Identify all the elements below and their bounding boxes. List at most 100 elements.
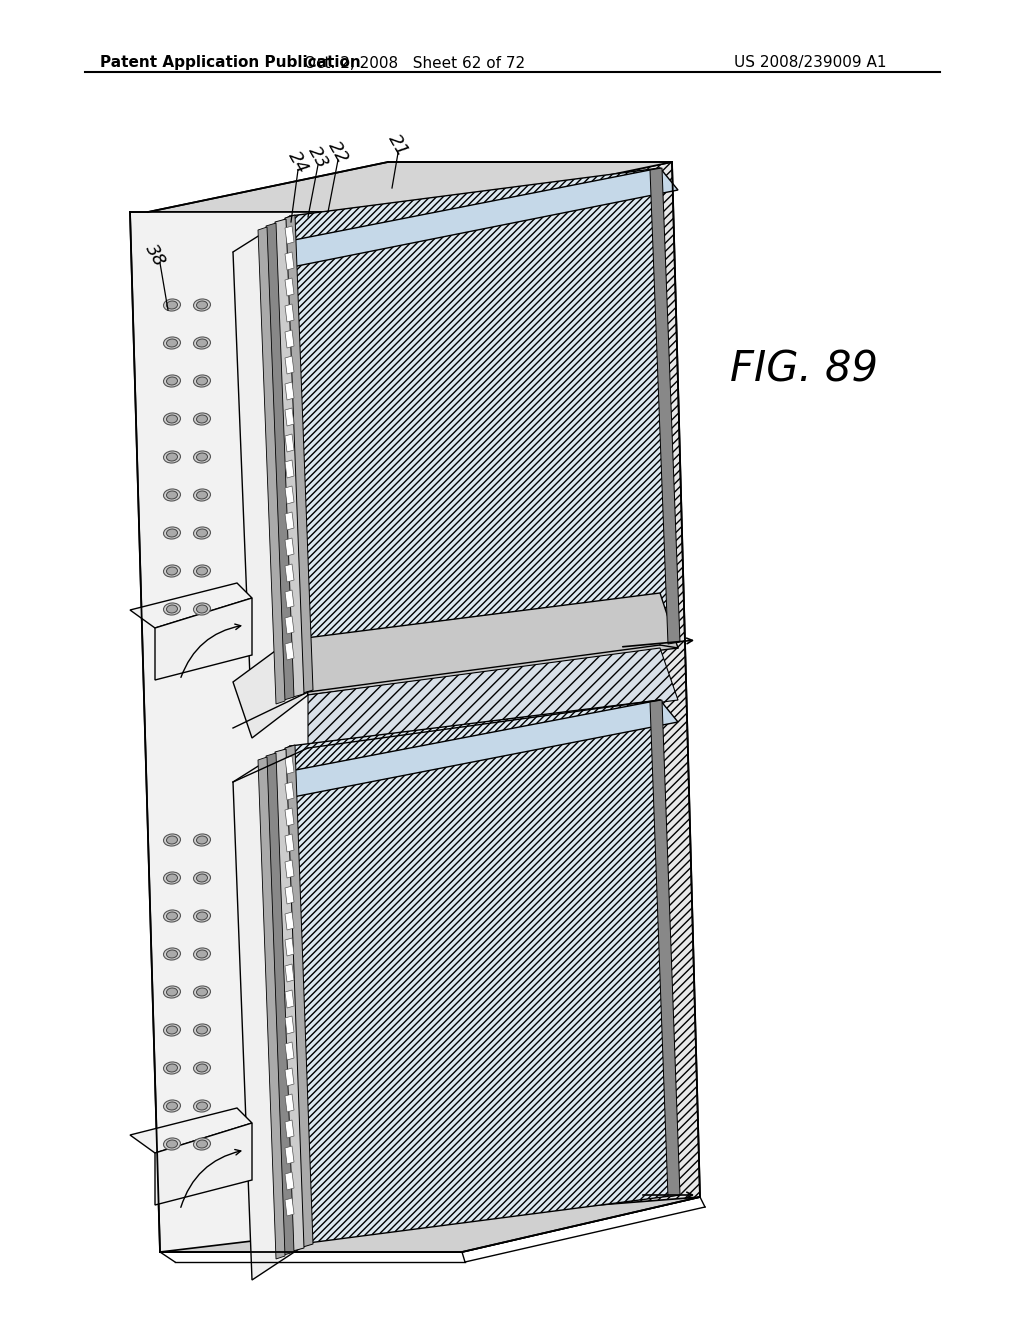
Ellipse shape — [167, 301, 177, 309]
Polygon shape — [285, 304, 294, 322]
Ellipse shape — [194, 527, 211, 539]
Ellipse shape — [167, 529, 177, 537]
Ellipse shape — [197, 605, 208, 612]
Ellipse shape — [194, 375, 211, 387]
Polygon shape — [308, 648, 678, 748]
Polygon shape — [285, 226, 294, 244]
Ellipse shape — [167, 491, 177, 499]
Ellipse shape — [167, 568, 177, 576]
Polygon shape — [285, 1094, 294, 1111]
Ellipse shape — [194, 337, 211, 348]
Ellipse shape — [194, 1024, 211, 1036]
Polygon shape — [155, 598, 252, 680]
Polygon shape — [233, 700, 678, 805]
Polygon shape — [285, 215, 313, 693]
Ellipse shape — [194, 298, 211, 312]
Text: 22: 22 — [325, 137, 351, 166]
Ellipse shape — [164, 488, 180, 502]
Ellipse shape — [164, 1100, 180, 1111]
Polygon shape — [266, 223, 294, 700]
Ellipse shape — [167, 874, 177, 882]
Ellipse shape — [197, 301, 208, 309]
Ellipse shape — [194, 1100, 211, 1111]
Polygon shape — [285, 1146, 294, 1164]
Polygon shape — [285, 1119, 294, 1138]
Ellipse shape — [167, 1102, 177, 1110]
Polygon shape — [285, 408, 294, 426]
Polygon shape — [285, 512, 294, 531]
Polygon shape — [285, 744, 313, 1247]
Polygon shape — [266, 752, 294, 1255]
Polygon shape — [285, 381, 294, 400]
Ellipse shape — [167, 836, 177, 843]
Polygon shape — [432, 162, 700, 1251]
Ellipse shape — [194, 948, 211, 960]
Polygon shape — [285, 1172, 294, 1191]
Ellipse shape — [194, 1063, 211, 1074]
Polygon shape — [233, 640, 308, 738]
Ellipse shape — [197, 529, 208, 537]
Ellipse shape — [164, 948, 180, 960]
Ellipse shape — [194, 834, 211, 846]
Ellipse shape — [164, 603, 180, 615]
Text: FIG. 89: FIG. 89 — [730, 348, 878, 391]
Ellipse shape — [164, 337, 180, 348]
Ellipse shape — [197, 491, 208, 499]
Ellipse shape — [194, 488, 211, 502]
Ellipse shape — [197, 1064, 208, 1072]
Ellipse shape — [167, 912, 177, 920]
Polygon shape — [650, 700, 680, 1197]
Polygon shape — [130, 1107, 252, 1152]
Text: 38: 38 — [141, 240, 169, 269]
Polygon shape — [285, 834, 294, 851]
Ellipse shape — [164, 565, 180, 577]
Polygon shape — [233, 216, 308, 729]
Polygon shape — [285, 564, 294, 582]
Ellipse shape — [197, 950, 208, 958]
Polygon shape — [148, 162, 672, 213]
Ellipse shape — [164, 986, 180, 998]
Ellipse shape — [197, 339, 208, 347]
Ellipse shape — [167, 453, 177, 461]
Ellipse shape — [164, 413, 180, 425]
Polygon shape — [285, 1199, 294, 1216]
Polygon shape — [285, 808, 294, 826]
Ellipse shape — [197, 1102, 208, 1110]
Polygon shape — [290, 168, 678, 690]
Polygon shape — [285, 990, 294, 1008]
Ellipse shape — [164, 909, 180, 923]
Ellipse shape — [194, 986, 211, 998]
Polygon shape — [285, 939, 294, 956]
Polygon shape — [285, 886, 294, 904]
Polygon shape — [233, 168, 678, 275]
Ellipse shape — [167, 339, 177, 347]
Ellipse shape — [167, 605, 177, 612]
Polygon shape — [290, 700, 678, 1243]
Polygon shape — [285, 252, 294, 271]
Ellipse shape — [197, 414, 208, 422]
Ellipse shape — [167, 378, 177, 385]
Ellipse shape — [164, 298, 180, 312]
Text: 21: 21 — [384, 131, 412, 160]
Polygon shape — [285, 1016, 294, 1034]
Ellipse shape — [197, 912, 208, 920]
Text: 24: 24 — [285, 148, 311, 177]
Polygon shape — [285, 459, 294, 478]
Polygon shape — [285, 756, 294, 774]
Ellipse shape — [167, 1026, 177, 1034]
Ellipse shape — [164, 834, 180, 846]
Ellipse shape — [167, 414, 177, 422]
Ellipse shape — [164, 1063, 180, 1074]
Ellipse shape — [194, 1138, 211, 1150]
Polygon shape — [275, 748, 304, 1251]
Ellipse shape — [197, 836, 208, 843]
Ellipse shape — [164, 873, 180, 884]
Ellipse shape — [164, 1138, 180, 1150]
Text: US 2008/239009 A1: US 2008/239009 A1 — [734, 55, 886, 70]
Ellipse shape — [197, 378, 208, 385]
Polygon shape — [130, 213, 462, 1251]
Ellipse shape — [164, 451, 180, 463]
Ellipse shape — [197, 1140, 208, 1148]
Polygon shape — [275, 219, 304, 697]
Ellipse shape — [167, 1140, 177, 1148]
